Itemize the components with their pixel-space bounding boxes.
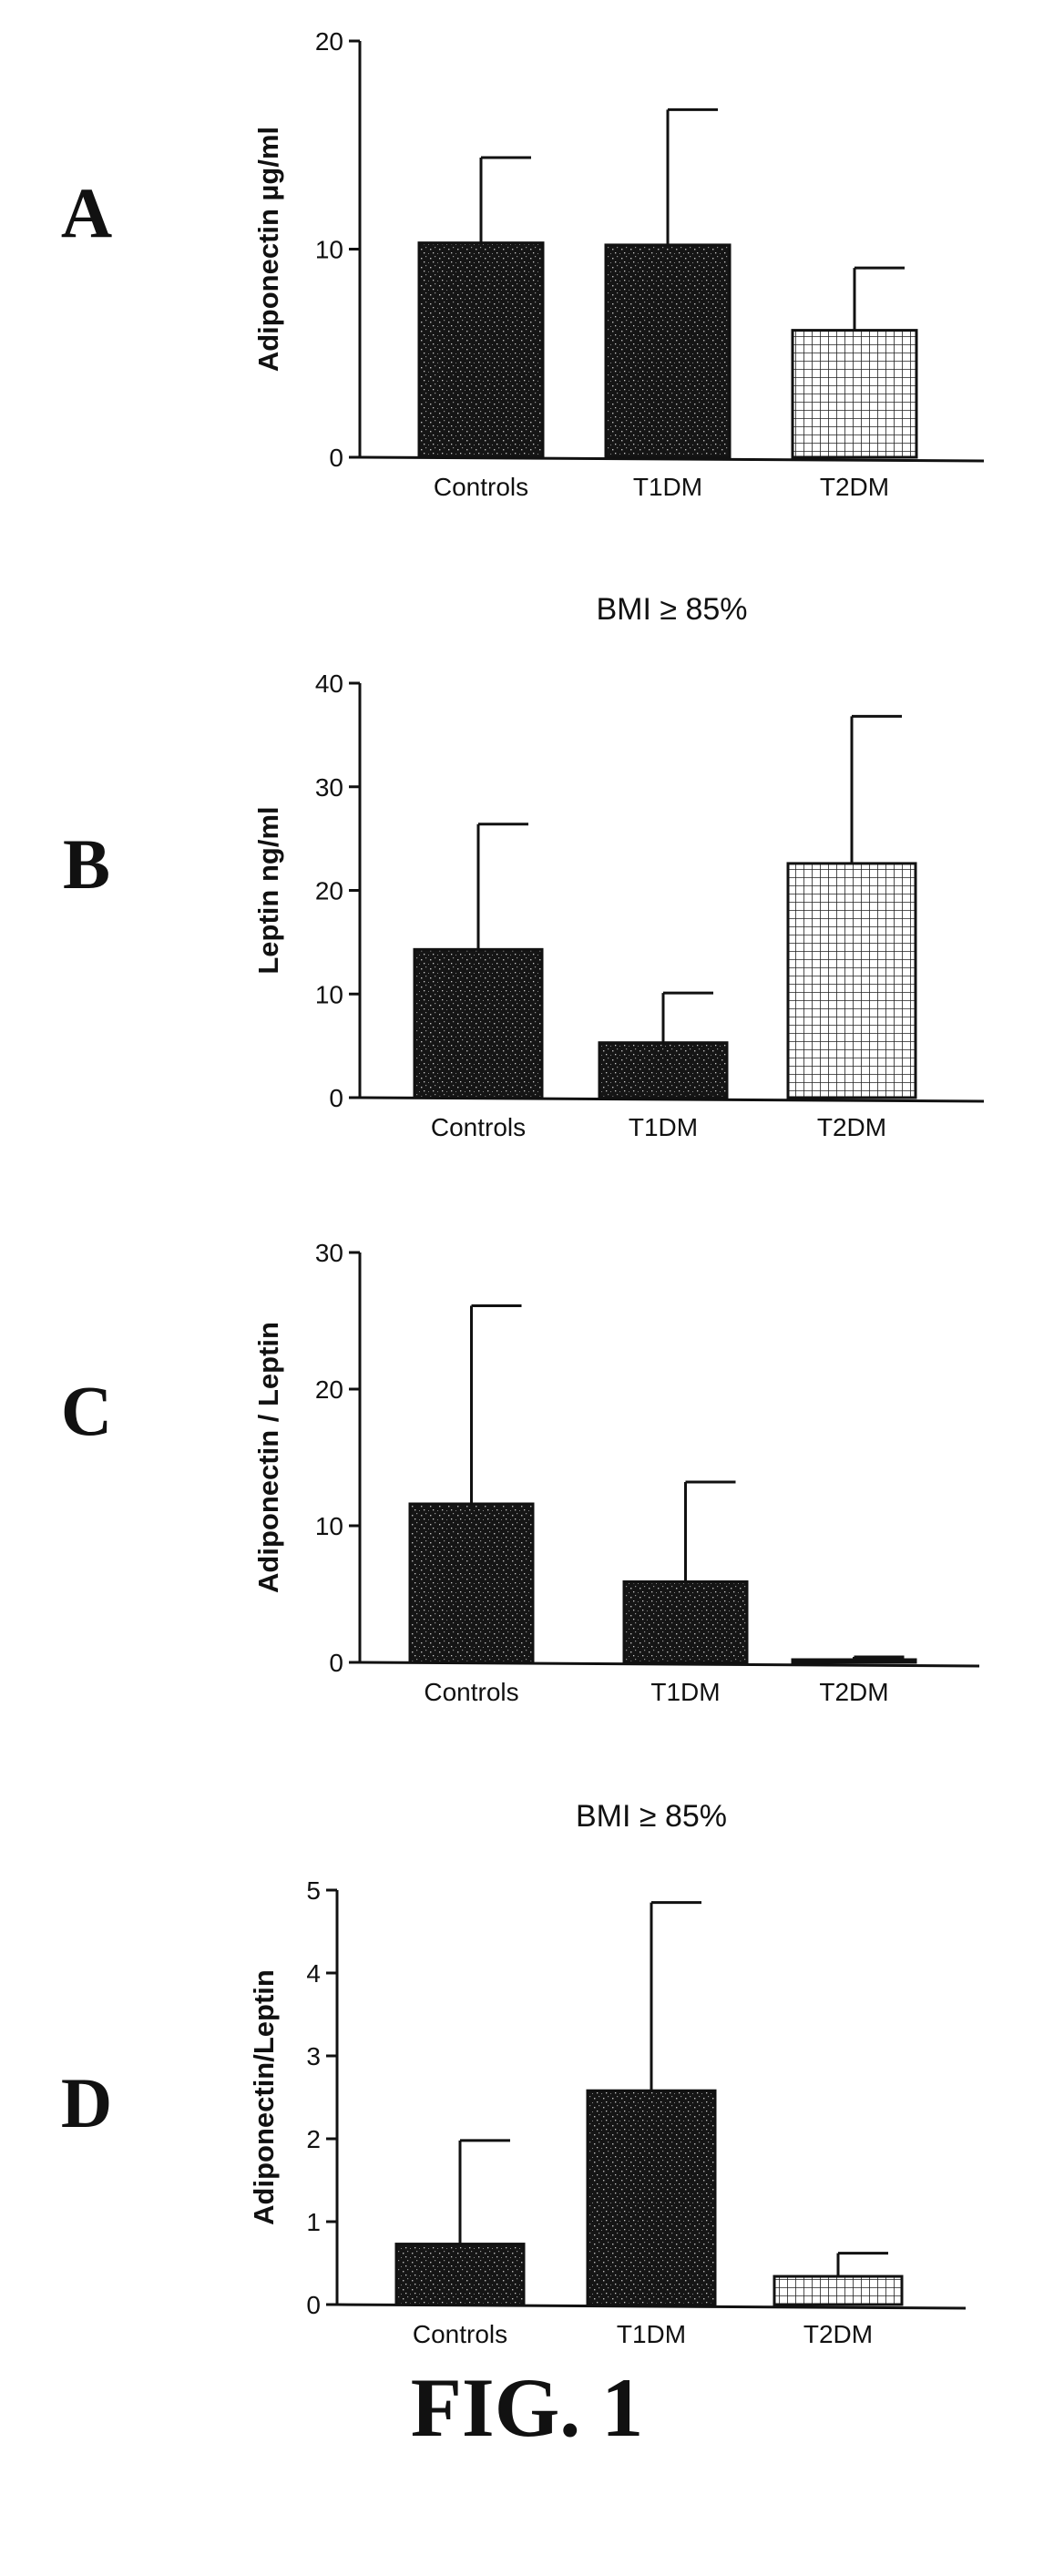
- y-tick-label: 0: [329, 444, 343, 472]
- bar-t1dm: [624, 1582, 747, 1663]
- y-tick-label: 40: [315, 670, 343, 698]
- x-category-label: T2DM: [819, 1678, 888, 1706]
- bar-controls: [410, 1504, 533, 1662]
- chart-title: BMI ≥ 85%: [596, 592, 747, 627]
- bar-t1dm: [606, 245, 730, 457]
- x-category-label: T1DM: [629, 1113, 698, 1141]
- y-tick-label: 5: [306, 1876, 321, 1905]
- y-axis-label: Adiponectin / Leptin: [252, 1322, 284, 1593]
- panel-letter: B: [63, 824, 110, 904]
- bar-t2dm: [793, 1660, 916, 1662]
- y-tick-label: 20: [315, 1375, 343, 1404]
- figure-caption: FIG. 1: [0, 2359, 1054, 2456]
- x-category-label: Controls: [424, 1678, 518, 1706]
- y-tick-label: 0: [306, 2291, 321, 2319]
- chart-title: BMI ≥ 85%: [576, 1799, 727, 1834]
- bar-controls: [419, 243, 543, 457]
- x-category-label: T2DM: [803, 2320, 873, 2348]
- bar-controls: [396, 2244, 524, 2305]
- y-tick-label: 0: [329, 1084, 343, 1112]
- y-tick-label: 30: [315, 773, 343, 802]
- y-tick-label: 2: [306, 2125, 321, 2153]
- x-category-label: T2DM: [820, 473, 889, 501]
- x-category-label: T1DM: [617, 2320, 686, 2348]
- chart-panel-b: B BMI ≥ 85% 0 10 20 30 40 Leptin ng/ml Controls T…: [63, 592, 984, 1141]
- chart-panel-d: D BMI ≥ 85% 0 1 2 3 4 5 Adiponectin/Leptin Contro…: [61, 1799, 966, 2348]
- y-tick-label: 10: [315, 1512, 343, 1540]
- y-tick-label: 1: [306, 2208, 321, 2236]
- bar-t2dm: [793, 331, 916, 457]
- bar-t2dm: [788, 864, 916, 1098]
- x-category-label: Controls: [413, 2320, 507, 2348]
- x-category-label: T1DM: [633, 473, 702, 501]
- y-tick-label: 4: [306, 1959, 321, 1988]
- chart-panel-c: C 0 10 20 30 Adiponectin / Leptin Controls T1DM…: [61, 1239, 979, 1706]
- y-tick-label: 10: [315, 236, 343, 264]
- x-category-label: Controls: [431, 1113, 526, 1141]
- chart-panel-a: A 0 10 20 Adiponectin µg/ml Controls T1DM T2DM: [61, 27, 984, 501]
- panel-letter: D: [61, 2063, 112, 2142]
- y-tick-label: 10: [315, 980, 343, 1008]
- y-tick-label: 20: [315, 877, 343, 905]
- y-tick-label: 0: [329, 1649, 343, 1677]
- x-category-label: T2DM: [817, 1113, 886, 1141]
- bar-controls: [414, 949, 542, 1098]
- x-category-label: T1DM: [650, 1678, 720, 1706]
- panel-letter: C: [61, 1371, 112, 1450]
- y-tick-label: 20: [315, 27, 343, 56]
- bar-t2dm: [774, 2276, 902, 2305]
- y-tick-label: 30: [315, 1239, 343, 1267]
- y-axis-label: Leptin ng/ml: [252, 806, 284, 974]
- bar-t1dm: [599, 1043, 727, 1098]
- x-category-label: Controls: [434, 473, 528, 501]
- y-tick-label: 3: [306, 2042, 321, 2070]
- panel-letter: A: [61, 173, 112, 252]
- y-axis-label: Adiponectin/Leptin: [248, 1969, 280, 2225]
- bar-t1dm: [588, 2090, 715, 2305]
- y-axis-label: Adiponectin µg/ml: [252, 127, 284, 372]
